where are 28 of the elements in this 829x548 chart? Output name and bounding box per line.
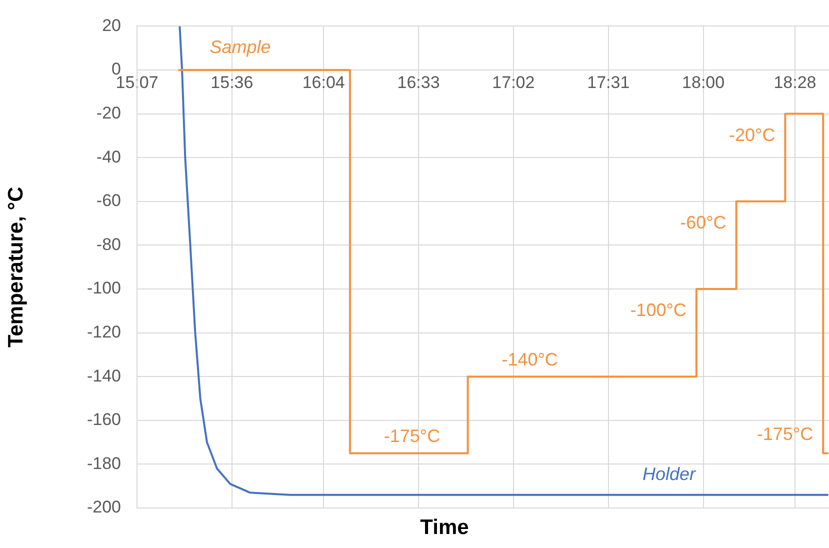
- x-tick-label: 16:33: [397, 72, 440, 92]
- x-tick-label: 16:04: [302, 72, 345, 92]
- y-tick-label: 20: [102, 16, 121, 35]
- y-tick-label: -180: [86, 454, 121, 473]
- y-tick-label: -60: [96, 191, 121, 210]
- series-label: Holder: [642, 464, 697, 484]
- annotation: -20°C: [728, 124, 776, 145]
- annotation: -140°C: [502, 350, 558, 370]
- x-tick-label: 17:31: [587, 72, 630, 92]
- annotation: -175°C: [756, 424, 814, 444]
- annotation: -60°C: [680, 212, 726, 232]
- y-tick-label: -80: [96, 234, 121, 254]
- y-tick-label: -40: [96, 147, 121, 166]
- annotation: -175°C: [384, 426, 440, 446]
- x-tick-label: 17:02: [492, 72, 535, 92]
- annotation: -100°C: [630, 300, 686, 320]
- y-tick-label: -140: [86, 366, 121, 386]
- x-tick-label: 18:28: [774, 72, 816, 92]
- x-tick-label: 18:00: [682, 72, 725, 92]
- y-tick-label: -20: [96, 103, 121, 122]
- series-label: Sample: [210, 37, 271, 57]
- x-axis-title: Time: [419, 516, 470, 540]
- y-tick-label: -200: [86, 498, 121, 517]
- y-axis-title: Temperature, °C: [4, 186, 28, 348]
- y-tick-label: -120: [86, 322, 121, 342]
- y-tick-label: -160: [86, 410, 121, 430]
- y-tick-label: -100: [86, 278, 121, 298]
- x-tick-label: 15:36: [210, 72, 254, 92]
